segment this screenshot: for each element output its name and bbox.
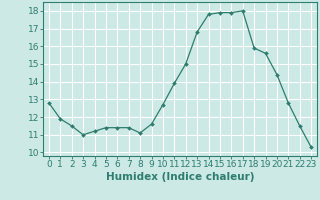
X-axis label: Humidex (Indice chaleur): Humidex (Indice chaleur)	[106, 172, 254, 182]
